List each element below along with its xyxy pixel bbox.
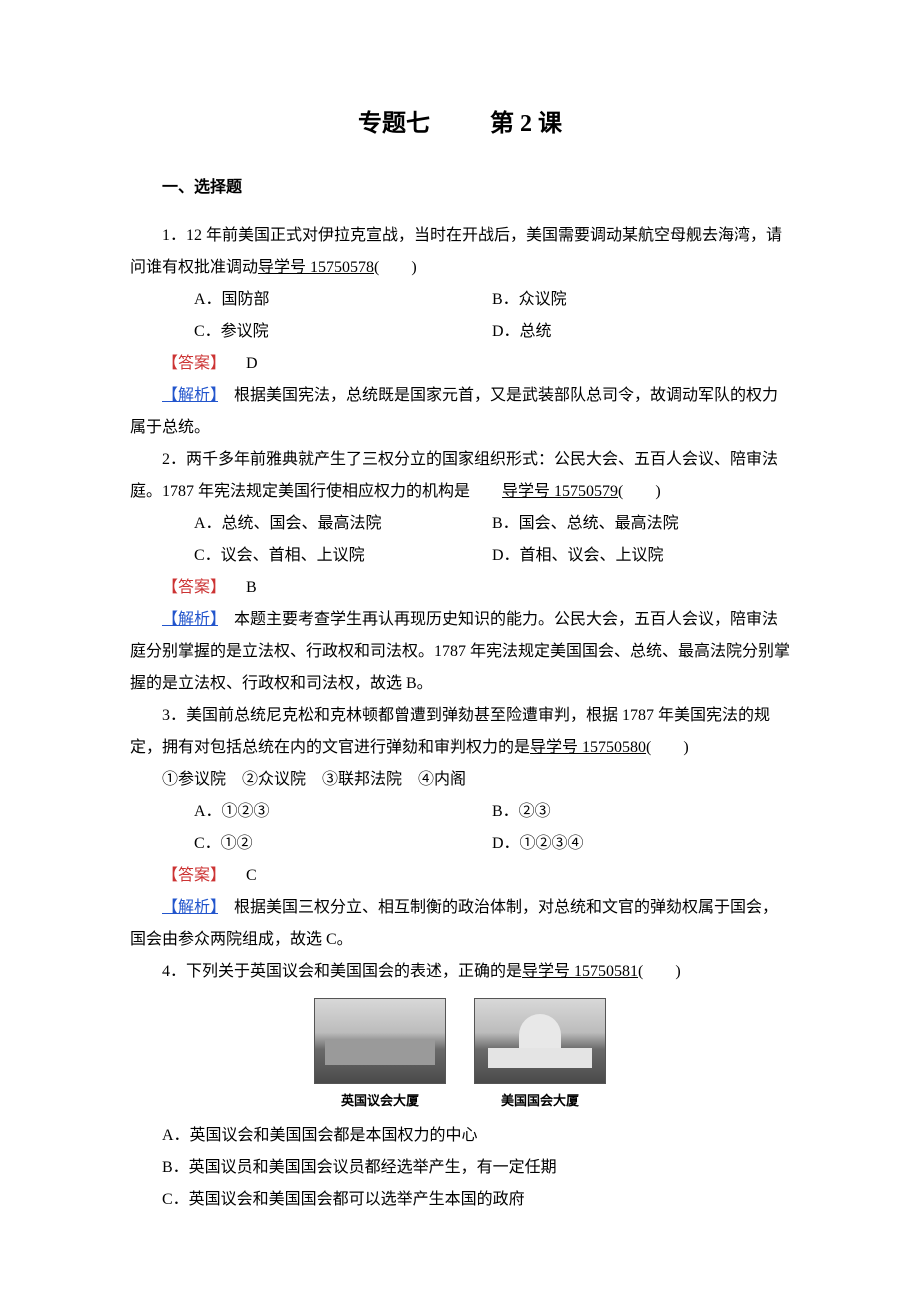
q1-explain-label: 【解析】: [162, 387, 218, 404]
q1-option-a: A．国防部: [194, 284, 492, 316]
q3-option-c: C．①②: [194, 828, 492, 860]
q3-option-b: B．②③: [492, 796, 790, 828]
q1-option-c: C．参议院: [194, 316, 492, 348]
q1-options: A．国防部 B．众议院 C．参议院 D．总统: [130, 284, 790, 348]
q3-explain-label: 【解析】: [162, 899, 218, 916]
q4-stem: 4．下列关于英国议会和美国国会的表述，正确的是导学号 15750581( ): [130, 956, 790, 988]
q4-blank: ( ): [638, 963, 681, 980]
q3-items: ①参议院 ②众议院 ③联邦法院 ④内阁: [130, 764, 790, 796]
q3-option-a: A．①②③: [194, 796, 492, 828]
q4-caption-row: 英国议会大厦 美国国会大厦: [130, 1088, 790, 1114]
q2-option-b: B．国会、总统、最高法院: [492, 508, 790, 540]
q4-option-b: B．英国议员和美国国会议员都经选举产生，有一定任期: [130, 1152, 790, 1184]
q3-blank: ( ): [646, 739, 689, 756]
q2-answer: B: [230, 579, 257, 596]
q1-answer-label: 【答案】: [162, 355, 226, 372]
q2-explain: 【解析】 本题主要考查学生再认再现历史知识的能力。公民大会，五百人会议，陪审法庭…: [130, 604, 790, 700]
q3-explain: 【解析】 根据美国三权分立、相互制衡的政治体制，对总统和文官的弹劾权属于国会，国…: [130, 892, 790, 956]
q3-option-d: D．①②③④: [492, 828, 790, 860]
q2-option-d: D．首相、议会、上议院: [492, 540, 790, 572]
q3-options: A．①②③ B．②③ C．①② D．①②③④: [130, 796, 790, 860]
us-capitol-image: [474, 998, 606, 1084]
q1-explain: 【解析】 根据美国宪法，总统既是国家元首，又是武装部队总司令，故调动军队的权力属…: [130, 380, 790, 444]
q3-answer-value: C: [246, 867, 257, 884]
uk-parliament-image: [314, 998, 446, 1084]
q4-option-c: C．英国议会和美国国会都可以选举产生本国的政府: [130, 1184, 790, 1216]
q3-answer-label: 【答案】: [162, 867, 226, 884]
title-part-2: 第 2 课: [490, 111, 562, 137]
q2-answer-value: B: [246, 579, 257, 596]
q4-image-row: [130, 998, 790, 1084]
q1-blank: ( ): [374, 259, 417, 276]
q4-guide-number: 导学号 15750581: [522, 963, 638, 981]
q1-answer-line: 【答案】 D: [130, 348, 790, 380]
q2-option-a: A．总统、国会、最高法院: [194, 508, 492, 540]
q1-text: 1．12 年前美国正式对伊拉克宣战，当时在开战后，美国需要调动某航空母舰去海湾，…: [130, 227, 782, 276]
q3-stem: 3．美国前总统尼克松和克林顿都曾遭到弹劾甚至险遭审判，根据 1787 年美国宪法…: [130, 700, 790, 764]
q2-option-c: C．议会、首相、上议院: [194, 540, 492, 572]
q3-answer-line: 【答案】 C: [130, 860, 790, 892]
us-caption: 美国国会大厦: [474, 1088, 606, 1114]
q2-blank: ( ): [618, 483, 661, 500]
q2-options: A．总统、国会、最高法院 B．国会、总统、最高法院 C．议会、首相、上议院 D．…: [130, 508, 790, 572]
q1-explain-text: 根据美国宪法，总统既是国家元首，又是武装部队总司令，故调动军队的权力属于总统。: [130, 387, 778, 436]
q1-option-b: B．众议院: [492, 284, 790, 316]
q4-option-a: A．英国议会和美国国会都是本国权力的中心: [130, 1120, 790, 1152]
q3-explain-text: 根据美国三权分立、相互制衡的政治体制，对总统和文官的弹劾权属于国会，国会由参众两…: [130, 899, 778, 948]
q1-answer-value: D: [246, 355, 258, 372]
q2-explain-text: 本题主要考查学生再认再现历史知识的能力。公民大会，五百人会议，陪审法庭分别掌握的…: [130, 611, 790, 692]
q4-text: 4．下列关于英国议会和美国国会的表述，正确的是: [162, 963, 522, 980]
q2-answer-label: 【答案】: [162, 579, 226, 596]
q1-stem: 1．12 年前美国正式对伊拉克宣战，当时在开战后，美国需要调动某航空母舰去海湾，…: [130, 220, 790, 284]
q3-answer: C: [230, 867, 257, 884]
q2-guide-number: 导学号 15750579: [502, 483, 618, 501]
section-heading-1: 一、选择题: [130, 172, 790, 204]
page-title: 专题七 第 2 课: [130, 100, 790, 148]
q1-option-d: D．总统: [492, 316, 790, 348]
q1-guide-number: 导学号 15750578: [258, 259, 374, 277]
uk-caption: 英国议会大厦: [314, 1088, 446, 1114]
q3-guide-number: 导学号 15750580: [530, 739, 646, 757]
q2-text: 2．两千多年前雅典就产生了三权分立的国家组织形式：公民大会、五百人会议、陪审法庭…: [130, 451, 778, 500]
q2-stem: 2．两千多年前雅典就产生了三权分立的国家组织形式：公民大会、五百人会议、陪审法庭…: [130, 444, 790, 508]
title-part-1: 专题七: [358, 111, 430, 137]
q2-explain-label: 【解析】: [162, 611, 218, 628]
q1-answer: D: [230, 355, 258, 372]
page-root: 专题七 第 2 课 一、选择题 1．12 年前美国正式对伊拉克宣战，当时在开战后…: [0, 0, 920, 1302]
q2-answer-line: 【答案】 B: [130, 572, 790, 604]
